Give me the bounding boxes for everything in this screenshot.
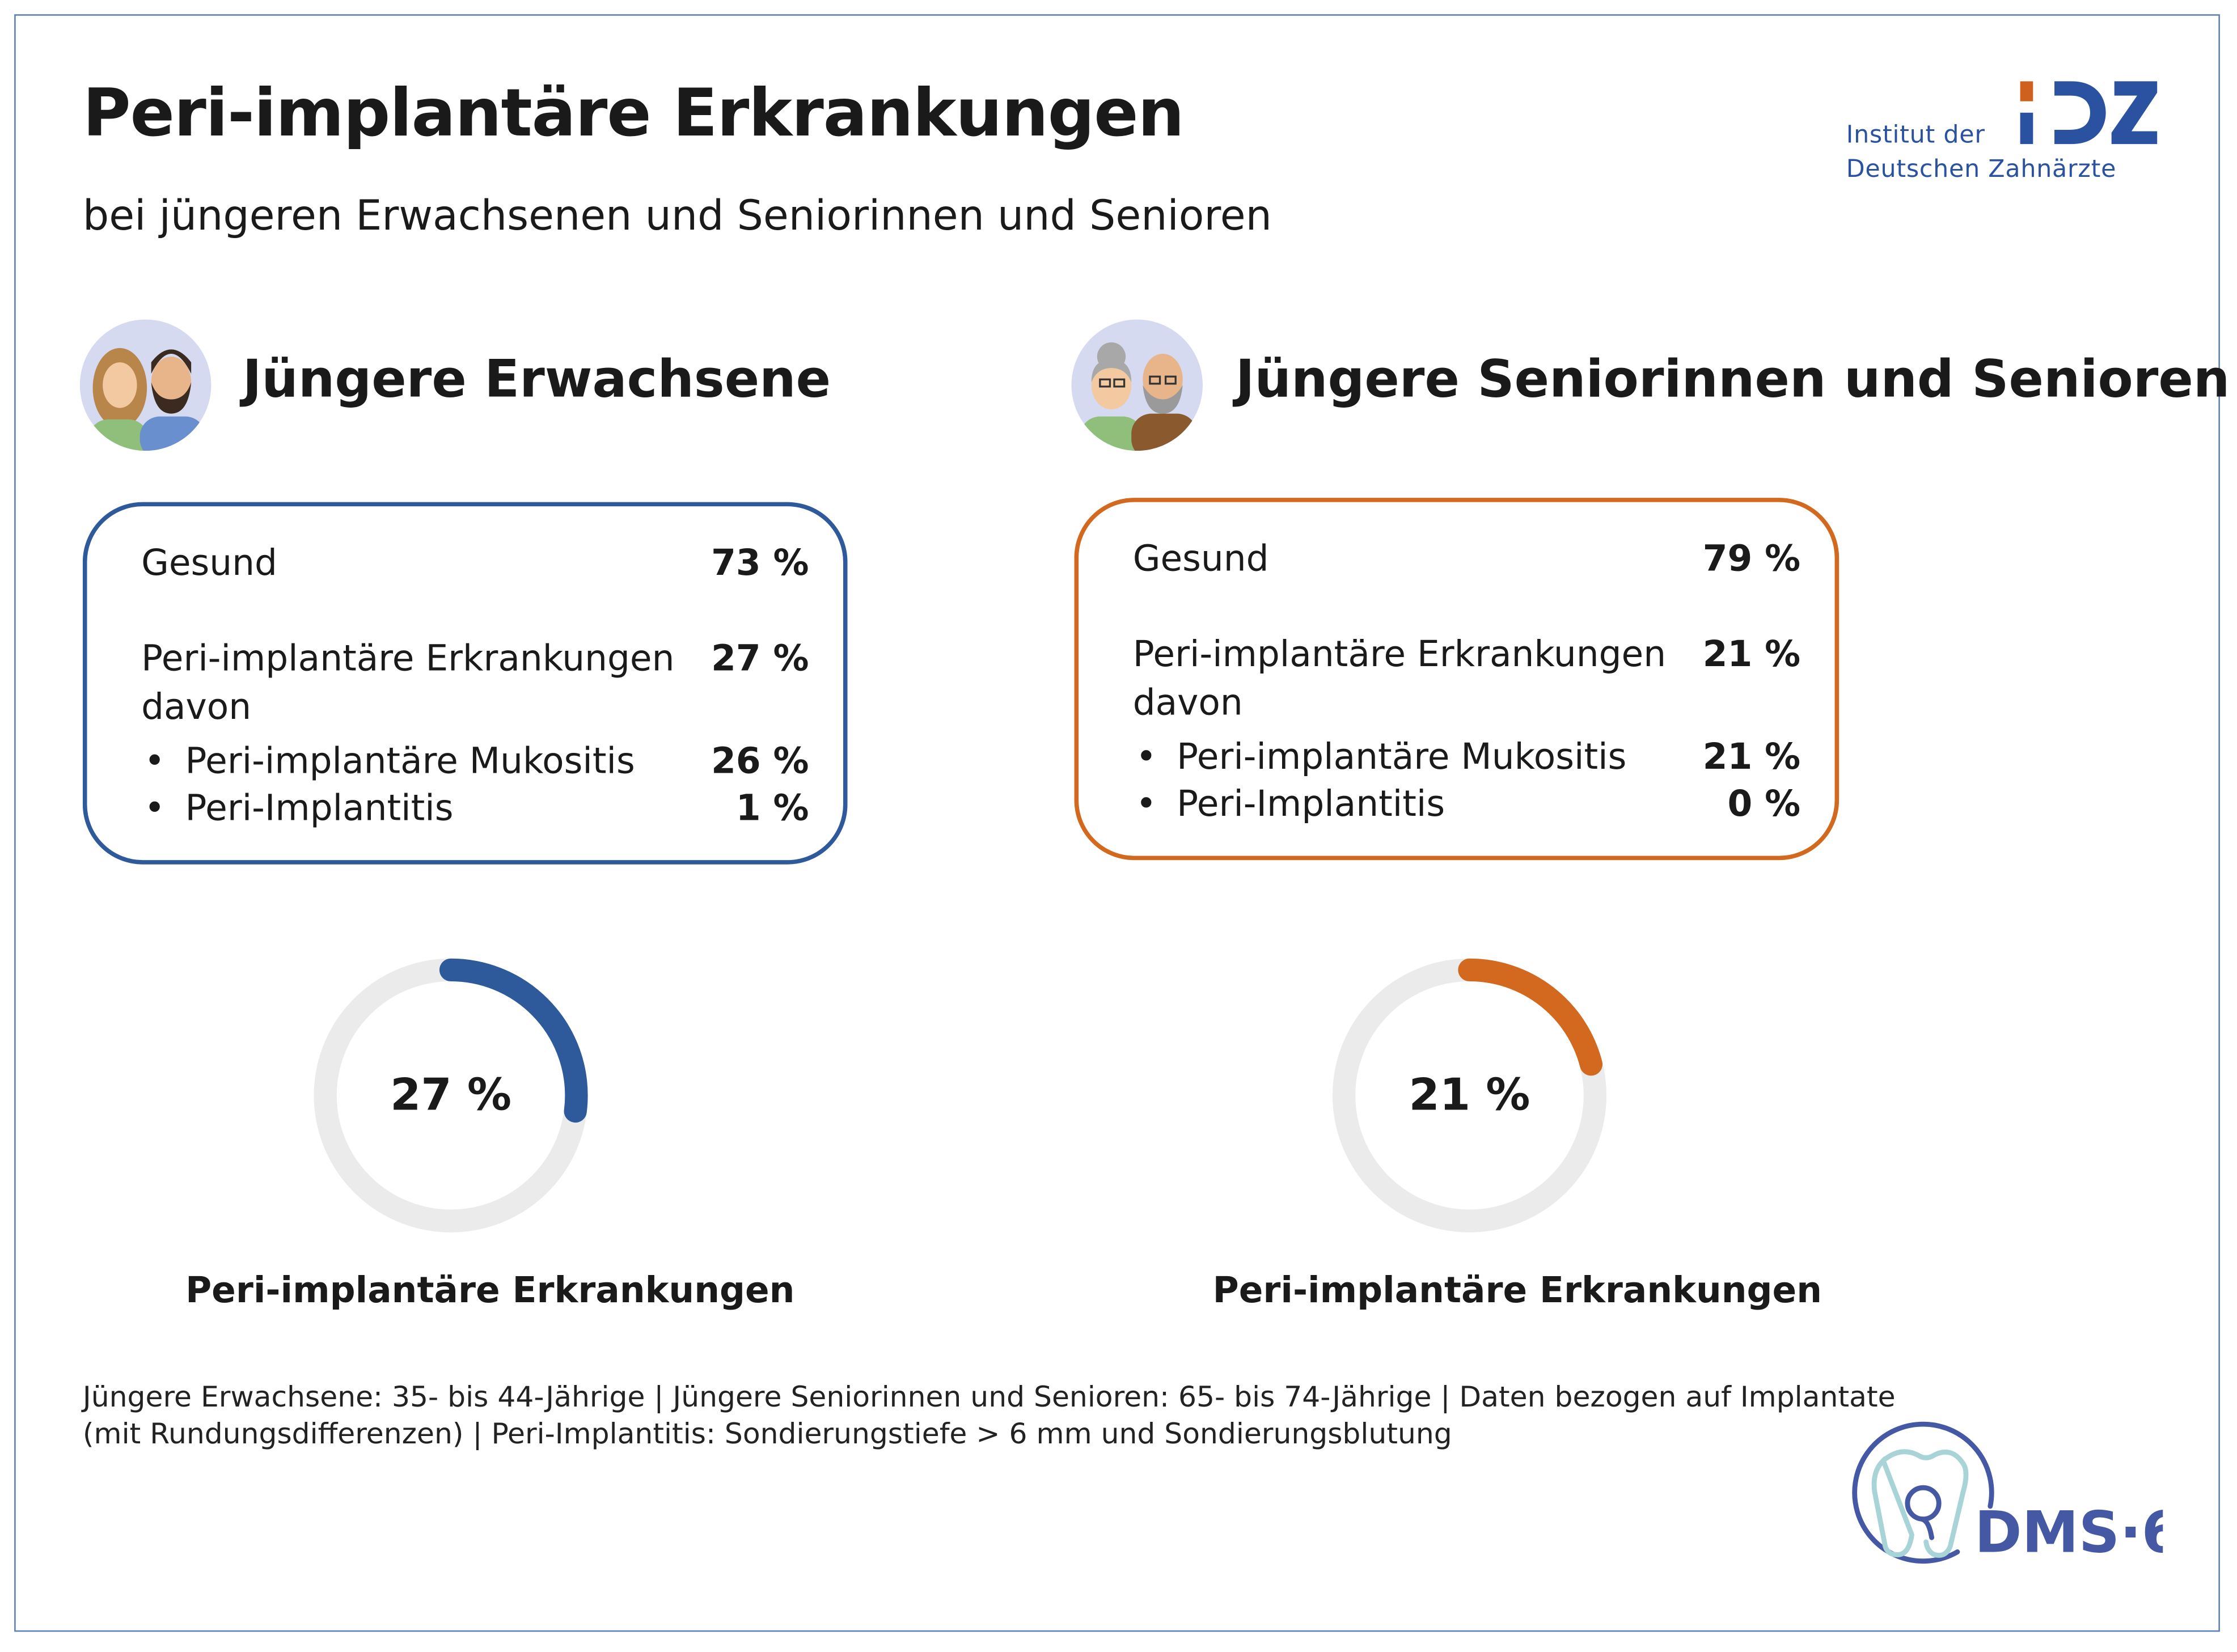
row-label: Gesund xyxy=(1132,537,1269,579)
row-davon: davon xyxy=(141,686,809,727)
row-disease: Peri-implantäre Erkrankungen 21 % xyxy=(1133,633,1800,675)
donut-seniors: 21 % xyxy=(1327,953,1612,1238)
donut-arc xyxy=(1332,958,1607,1232)
group-heading-seniors: Jüngere Seniorinnen und Senioren xyxy=(1235,350,2230,410)
row-label: Peri-implantäre Mukositis xyxy=(185,740,635,782)
row-label: davon xyxy=(1132,681,1243,723)
row-value: 1 % xyxy=(735,787,809,829)
row-mucositis: • Peri-implantäre Mukositis 21 % xyxy=(1133,736,1800,777)
row-value: 73 % xyxy=(711,542,809,584)
page-subtitle: bei jüngeren Erwachsenen und Seniorinnen… xyxy=(82,191,1272,240)
donut-caption-young-adults: Peri-implantäre Erkrankungen xyxy=(185,1269,795,1311)
row-label: Peri-implantäre Mukositis xyxy=(1177,736,1627,778)
donut-value-label: 21 % xyxy=(1409,1070,1530,1121)
bullet: • xyxy=(1135,783,1157,825)
page-title: Peri-implantäre Erkrankungen xyxy=(82,74,1185,151)
row-label: Gesund xyxy=(141,542,277,584)
row-value: 21 % xyxy=(1702,633,1801,675)
dms6-logo-icon: DMS·6 xyxy=(1852,1421,2163,1565)
donut-caption-seniors: Peri-implantäre Erkrankungen xyxy=(1212,1269,1822,1311)
footnote-line1: Jüngere Erwachsene: 35- bis 44-Jährige |… xyxy=(82,1379,1896,1414)
bullet: • xyxy=(144,787,166,829)
row-label: Peri-Implantitis xyxy=(185,787,454,829)
group-heading-young-adults: Jüngere Erwachsene xyxy=(242,350,831,410)
row-label: Peri-implantäre Erkrankungen xyxy=(1132,633,1667,675)
young-adults-avatar-icon xyxy=(79,319,212,451)
seniors-avatar-icon xyxy=(1071,319,1203,451)
row-implantitis: • Peri-Implantitis 1 % xyxy=(141,787,809,829)
row-disease: Peri-implantäre Erkrankungen 27 % xyxy=(141,638,809,679)
row-mucositis: • Peri-implantäre Mukositis 26 % xyxy=(141,740,809,782)
frame-border xyxy=(14,14,2220,1632)
row-value: 26 % xyxy=(711,740,809,782)
row-value: 21 % xyxy=(1702,736,1801,778)
row-value: 27 % xyxy=(711,637,809,679)
logo-line2: Deutschen Zahnärzte xyxy=(1846,155,2117,184)
donut-young-adults: 27 % xyxy=(308,953,593,1238)
stats-box-young-adults: Gesund 73 % Peri-implantäre Erkrankungen 2… xyxy=(82,502,848,865)
bullet: • xyxy=(1135,736,1157,778)
row-davon: davon xyxy=(1133,682,1800,723)
logo-line1: Institut der xyxy=(1846,121,1985,150)
donut-value-label: 27 % xyxy=(390,1070,511,1121)
row-healthy: Gesund 73 % xyxy=(141,542,809,583)
row-value: 0 % xyxy=(1727,783,1801,825)
row-label: Peri-implantäre Erkrankungen xyxy=(141,637,675,679)
row-label: Peri-Implantitis xyxy=(1177,783,1445,825)
idz-mark-icon xyxy=(2020,81,2158,145)
bullet: • xyxy=(144,740,166,782)
stats-box-seniors: Gesund 79 % Peri-implantäre Erkrankungen 2… xyxy=(1074,498,1840,861)
footnote-line2: (mit Rundungsdifferenzen) | Peri-Implant… xyxy=(82,1416,1452,1451)
dms6-logo-text: DMS·6 xyxy=(1974,1499,2163,1565)
row-implantitis: • Peri-Implantitis 0 % xyxy=(1133,783,1800,824)
row-healthy: Gesund 79 % xyxy=(1133,538,1800,579)
row-label: davon xyxy=(141,686,252,728)
donut-arc xyxy=(314,958,588,1232)
row-value: 79 % xyxy=(1702,537,1801,579)
